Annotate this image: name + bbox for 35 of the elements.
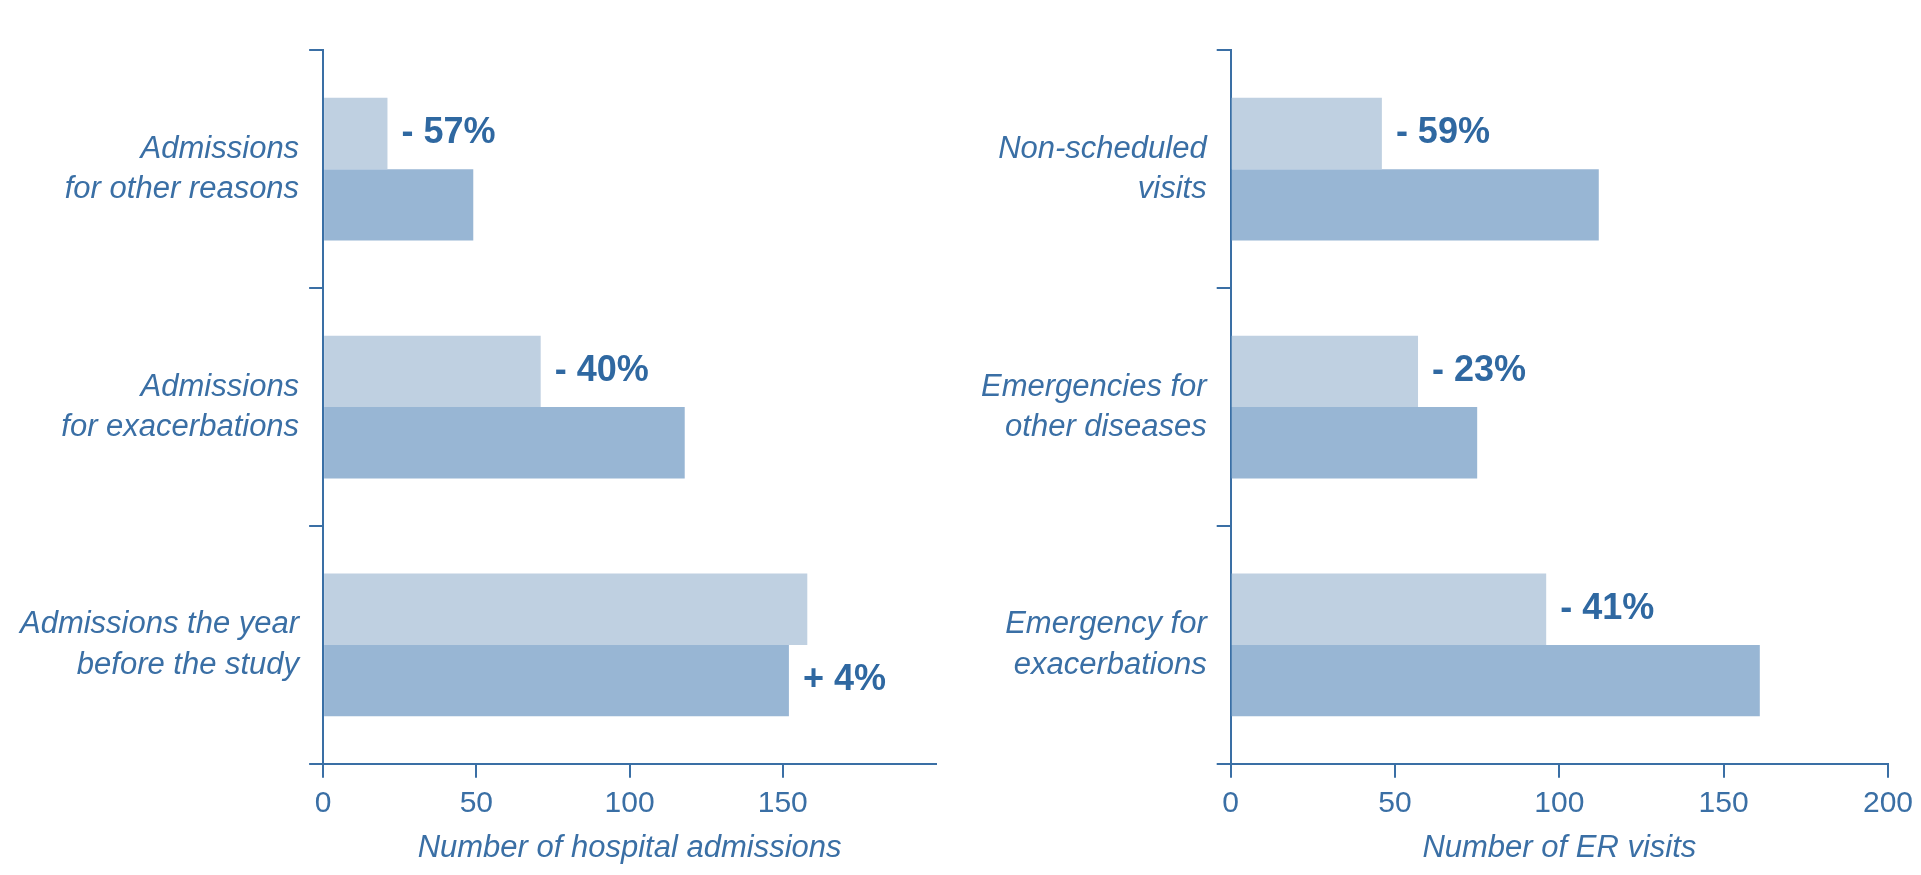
y-tick-label: Emergencies for other diseases xyxy=(980,367,1209,443)
x-tick-label: 50 xyxy=(1378,785,1412,819)
x-tick-label: 100 xyxy=(604,785,655,819)
x-tick-label: 200 xyxy=(1862,785,1913,819)
x-tick-label: 100 xyxy=(1534,785,1585,819)
x-axis-title: Number of hospital admissions xyxy=(417,829,842,865)
x-tick-label: 50 xyxy=(459,785,494,819)
bar xyxy=(324,407,685,479)
bar xyxy=(1231,169,1599,241)
y-tick-label: Non-scheduled visits xyxy=(998,129,1209,205)
x-axis-title: Number of ER visits xyxy=(1422,829,1697,865)
bar xyxy=(1231,97,1382,170)
annotation: - 40% xyxy=(554,348,649,390)
annotation: - 41% xyxy=(1560,586,1655,628)
y-tick-label: Admissions the year before the study xyxy=(18,605,302,681)
bar xyxy=(324,169,474,241)
bar xyxy=(324,335,541,408)
x-tick-label: 0 xyxy=(314,785,332,819)
y-tick-label: Emergency for exacerbations xyxy=(1005,605,1209,681)
annotation: - 57% xyxy=(401,110,496,152)
bar xyxy=(324,644,789,717)
x-tick-label: 0 xyxy=(1222,785,1240,819)
y-tick-label: Admissions for exacerbations xyxy=(61,367,300,443)
bar xyxy=(1231,573,1547,645)
bar xyxy=(324,573,808,645)
y-tick-label: Admissions for other reasons xyxy=(64,129,300,205)
annotation: + 4% xyxy=(802,657,886,699)
x-tick-label: 150 xyxy=(757,785,808,819)
annotation: - 59% xyxy=(1395,110,1490,152)
bar xyxy=(1231,335,1419,408)
x-tick-label: 150 xyxy=(1698,785,1749,819)
bar xyxy=(324,97,388,170)
bar xyxy=(1231,644,1760,717)
bar xyxy=(1231,407,1478,479)
annotation: - 23% xyxy=(1432,348,1527,390)
